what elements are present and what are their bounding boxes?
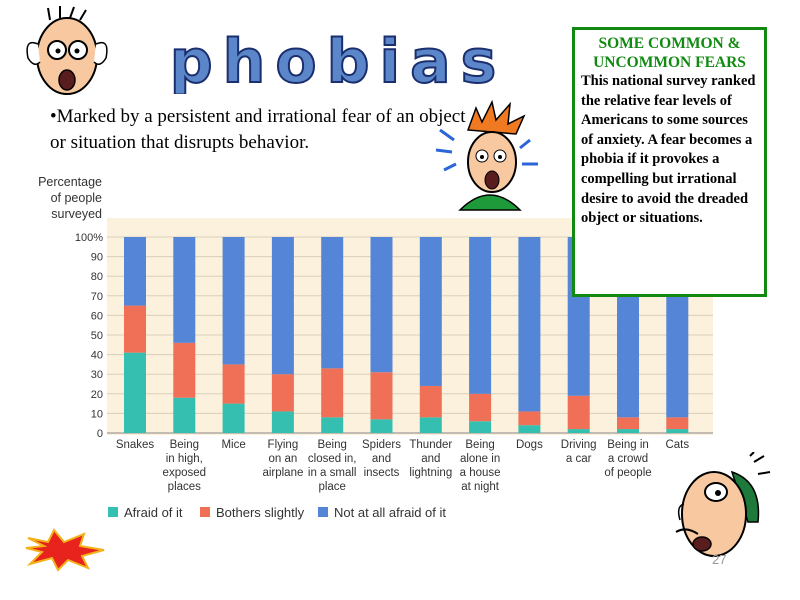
y-tick-label: 40 <box>91 350 103 362</box>
y-axis-label: Percentage of people surveyed <box>38 175 102 221</box>
bar-afraid <box>617 429 639 433</box>
bar-bothers <box>518 411 541 426</box>
y-tick-label: 50 <box>91 330 103 342</box>
fears-info-box: SOME COMMON & UNCOMMON FEARS This nation… <box>572 27 767 297</box>
x-tick-label: in a small <box>308 467 357 479</box>
bar-bothers <box>419 385 442 418</box>
x-tick-label: and <box>372 453 391 465</box>
x-tick-label: Thunder <box>409 439 452 451</box>
fears-box-title: SOME COMMON & UNCOMMON FEARS <box>593 35 746 71</box>
x-tick-label: exposed <box>163 467 206 479</box>
x-tick-label: Being <box>465 439 494 451</box>
bar-not-afraid <box>469 237 492 394</box>
bar-not-afraid <box>271 237 294 375</box>
legend-label: Bothers slightly <box>216 505 305 520</box>
legend-label: Not at all afraid of it <box>334 505 446 520</box>
bar-bothers <box>617 417 639 430</box>
x-tick-label: place <box>318 481 346 493</box>
bar-afraid <box>321 417 344 433</box>
starburst-icon <box>25 528 105 572</box>
y-tick-label: 90 <box>91 252 103 264</box>
bar-bothers <box>567 395 590 430</box>
bar-not-afraid <box>222 237 245 365</box>
legend-label: Afraid of it <box>124 505 183 520</box>
x-tick-label: Mice <box>221 439 245 451</box>
bar-bothers <box>222 364 245 404</box>
bar-afraid <box>419 417 442 433</box>
bar-bothers <box>469 393 492 422</box>
bar-not-afraid <box>419 237 442 386</box>
y-axis-label-line: Percentage <box>38 175 102 189</box>
x-tick-label: Driving <box>561 439 597 451</box>
bar-bothers <box>321 368 344 418</box>
y-tick-label: 70 <box>91 291 103 303</box>
x-tick-label: of people <box>604 467 651 479</box>
bar-afraid <box>370 419 393 433</box>
bar-bothers <box>370 372 393 420</box>
x-tick-label: airplane <box>262 467 303 479</box>
x-tick-label: Being <box>170 439 199 451</box>
bar-bothers <box>666 417 689 430</box>
bar-not-afraid <box>124 237 146 306</box>
bar-afraid <box>124 352 146 433</box>
bar-afraid <box>271 411 294 433</box>
page-title: phobias <box>170 34 507 94</box>
bar-afraid <box>518 425 541 433</box>
y-tick-label: 100% <box>75 232 103 244</box>
scared-man-cartoon <box>26 6 108 95</box>
x-tick-label: Flying <box>268 439 299 451</box>
x-tick-label: closed in, <box>308 453 357 465</box>
y-tick-label: 0 <box>97 428 103 440</box>
legend-swatch <box>318 507 328 517</box>
y-tick-label: 80 <box>91 271 103 283</box>
x-tick-label: a house <box>460 467 501 479</box>
x-tick-label: at night <box>461 481 500 493</box>
x-tick-label: in high, <box>166 453 203 465</box>
y-tick-label: 30 <box>91 369 103 381</box>
x-tick-label: Spiders <box>362 439 401 451</box>
bar-not-afraid <box>321 237 344 369</box>
x-tick-label: Snakes <box>116 439 155 451</box>
bar-afraid <box>666 429 689 433</box>
x-tick-label: places <box>168 481 201 493</box>
bar-bothers <box>124 305 146 353</box>
frightened-person-cartoon <box>435 100 538 211</box>
y-tick-label: 20 <box>91 389 103 401</box>
worried-man-cartoon <box>675 452 771 557</box>
bar-afraid <box>567 429 590 433</box>
x-tick-label: a crowd <box>608 453 648 465</box>
definition-bullet: •Marked by a persistent and irrational f… <box>50 106 466 153</box>
y-tick-label: 60 <box>91 310 103 322</box>
y-tick-label: 10 <box>91 408 103 420</box>
x-tick-label: Being in <box>607 439 649 451</box>
page-number: 27 <box>712 552 727 567</box>
title-wordart: phobias <box>169 34 507 94</box>
x-tick-label: lightning <box>409 467 452 479</box>
bar-not-afraid <box>370 237 393 373</box>
x-tick-label: Being <box>317 439 346 451</box>
bar-bothers <box>271 374 294 412</box>
x-tick-label: insects <box>364 467 400 479</box>
bar-not-afraid <box>518 237 541 412</box>
x-tick-label: alone in <box>460 453 500 465</box>
bar-afraid <box>173 397 196 433</box>
bar-not-afraid <box>173 237 196 343</box>
legend-swatch <box>200 507 210 517</box>
bar-afraid <box>469 421 492 433</box>
y-axis-label-line: surveyed <box>51 207 102 221</box>
x-tick-label: on an <box>269 453 298 465</box>
x-tick-label: Dogs <box>516 439 543 451</box>
fear-survey-chart: Percentage of people surveyed 0 10 20 30 40 50 6… <box>38 175 713 520</box>
x-tick-label: a car <box>566 453 592 465</box>
x-tick-label: and <box>421 453 440 465</box>
fears-box-body: This national survey ranked the relative… <box>581 73 756 227</box>
x-tick-label: Cats <box>665 439 689 451</box>
bar-bothers <box>173 342 196 398</box>
legend-swatch <box>108 507 118 517</box>
bar-afraid <box>222 403 245 433</box>
y-axis-label-line: of people <box>51 191 102 205</box>
